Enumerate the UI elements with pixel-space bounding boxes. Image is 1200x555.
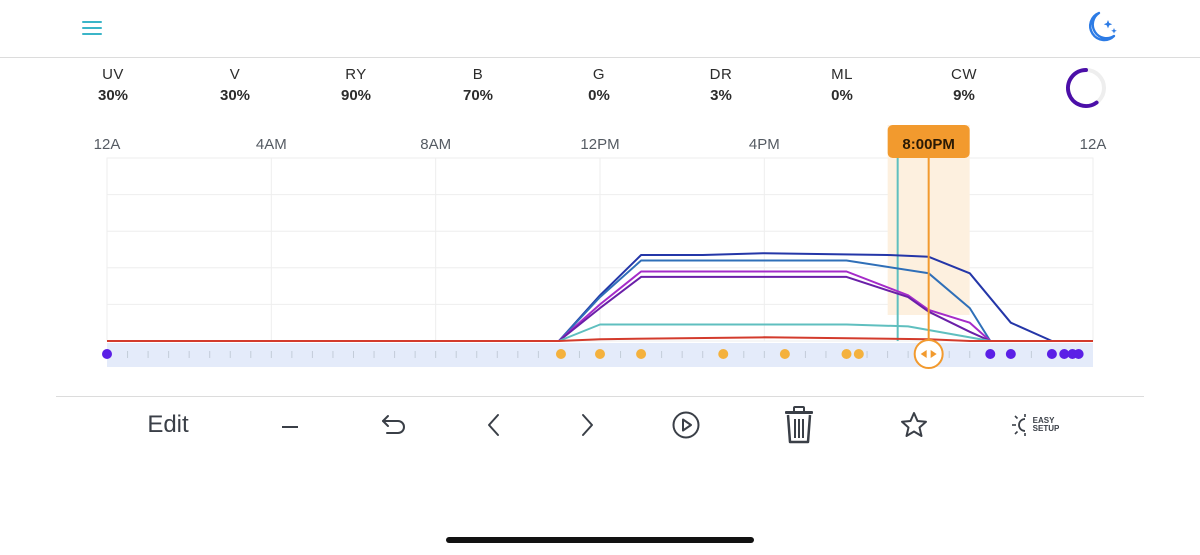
easy-setup-line1: EASY: [1032, 416, 1055, 425]
easy-setup-button[interactable]: EASY SETUP: [1002, 400, 1066, 450]
channel-ry[interactable]: RY 90%: [296, 66, 416, 104]
keyframe-dot[interactable]: [853, 349, 864, 359]
chart-series: [107, 252, 1093, 342]
channel-value: 0%: [588, 87, 610, 104]
home-indicator: [446, 537, 754, 543]
channel-name: CW: [951, 66, 977, 83]
channel-name: V: [229, 66, 241, 83]
moon-stars-icon[interactable]: [1078, 8, 1120, 50]
keyframe-dot[interactable]: [718, 349, 729, 359]
time-label-box: [887, 125, 970, 158]
keyframe-dot[interactable]: [1046, 349, 1057, 359]
channel-value: 30%: [97, 87, 129, 104]
cursor-left-arrow-icon: [920, 350, 927, 358]
edit-button[interactable]: Edit: [128, 400, 208, 450]
sun-setup-icon: [1011, 414, 1026, 436]
keyframe-dot[interactable]: [1059, 349, 1070, 359]
previous-button[interactable]: [474, 400, 514, 450]
x-tick-label: 12PM: [580, 136, 619, 153]
keyframe-dot[interactable]: [1005, 349, 1016, 359]
channel-name: G: [592, 66, 606, 83]
next-button[interactable]: [567, 400, 607, 450]
x-tick-label: 12A: [94, 136, 121, 153]
current-time-label: 8:00PM: [902, 136, 955, 153]
channel-g[interactable]: G 0%: [539, 66, 659, 104]
undo-icon: [382, 415, 405, 434]
series-line-uv: [107, 275, 1093, 342]
chevron-right-icon: [582, 414, 593, 436]
channel-uv[interactable]: UV 30%: [53, 66, 173, 104]
top-bar: [0, 0, 1200, 58]
x-tick-label: 12A: [1080, 136, 1107, 153]
intensity-progress-arc: [1066, 68, 1099, 108]
trash-icon: [785, 406, 813, 444]
channel-dr[interactable]: DR 3%: [661, 66, 781, 104]
delete-button[interactable]: [778, 400, 820, 450]
keyframe-dot[interactable]: [555, 349, 566, 359]
minus-icon: [282, 426, 298, 428]
series-line-ry: [107, 336, 1093, 342]
star-icon: [901, 412, 927, 437]
cursor-handle[interactable]: [913, 339, 944, 369]
toolbar-divider: [56, 396, 1144, 397]
channel-ml[interactable]: ML 0%: [782, 66, 902, 104]
bottom-toolbar: Edit: [0, 400, 1200, 450]
play-button[interactable]: [666, 400, 706, 450]
channel-value: 90%: [340, 87, 372, 104]
series-line-db: [107, 259, 1093, 342]
keyframe-dot[interactable]: [595, 349, 605, 359]
easy-setup-line2: SETUP: [1032, 424, 1060, 433]
schedule-chart[interactable]: 8:00PM 12A 4AM 8AM 12PM 4PM 12A: [0, 125, 1200, 375]
channel-value: 9%: [953, 87, 975, 104]
cursor-right-arrow-icon: [930, 350, 937, 358]
favorite-button[interactable]: [894, 400, 934, 450]
keyframe-dot[interactable]: [779, 349, 790, 359]
channel-name: RY: [345, 66, 367, 83]
channel-name: DR: [709, 66, 733, 83]
channel-value: 30%: [219, 87, 251, 104]
easy-setup-label: EASY SETUP: [1033, 417, 1060, 433]
edit-label: Edit: [147, 411, 189, 438]
intensity-progress-ring: [1066, 68, 1106, 108]
keyframe-dot[interactable]: [636, 349, 647, 359]
channel-v[interactable]: V 30%: [175, 66, 295, 104]
keyframe-timeline[interactable]: [102, 343, 1093, 367]
series-line-v: [107, 270, 1093, 342]
keyframe-dot[interactable]: [841, 349, 852, 359]
x-tick-label: 4PM: [749, 136, 780, 153]
x-tick-label: 4AM: [256, 136, 287, 153]
undo-button[interactable]: [374, 400, 414, 450]
channel-name: B: [472, 66, 484, 83]
channel-name: UV: [102, 66, 124, 83]
channel-cw[interactable]: CW 9%: [904, 66, 1024, 104]
channel-value: 70%: [462, 87, 494, 104]
hamburger-menu-icon[interactable]: [80, 18, 104, 38]
channel-value: 3%: [710, 87, 732, 104]
channel-name: ML: [831, 66, 853, 83]
play-circle-icon: [672, 411, 700, 439]
x-axis-labels: 12A 4AM 8AM 12PM 4PM 12A: [94, 136, 1107, 153]
channel-b[interactable]: B 70%: [418, 66, 538, 104]
channel-value: 0%: [831, 87, 853, 104]
keyframe-dot[interactable]: [985, 349, 996, 359]
minus-button[interactable]: [270, 400, 310, 450]
current-time-cursor[interactable]: [913, 158, 944, 369]
chevron-left-icon: [488, 414, 499, 436]
keyframe-dot[interactable]: [1073, 349, 1084, 359]
x-tick-label: 8AM: [420, 136, 451, 153]
keyframe-dot[interactable]: [102, 349, 112, 359]
channel-values: UV 30% V 30% RY 90% B 70% G 0% DR 3% ML …: [0, 66, 1200, 110]
series-line-b: [107, 252, 1093, 342]
